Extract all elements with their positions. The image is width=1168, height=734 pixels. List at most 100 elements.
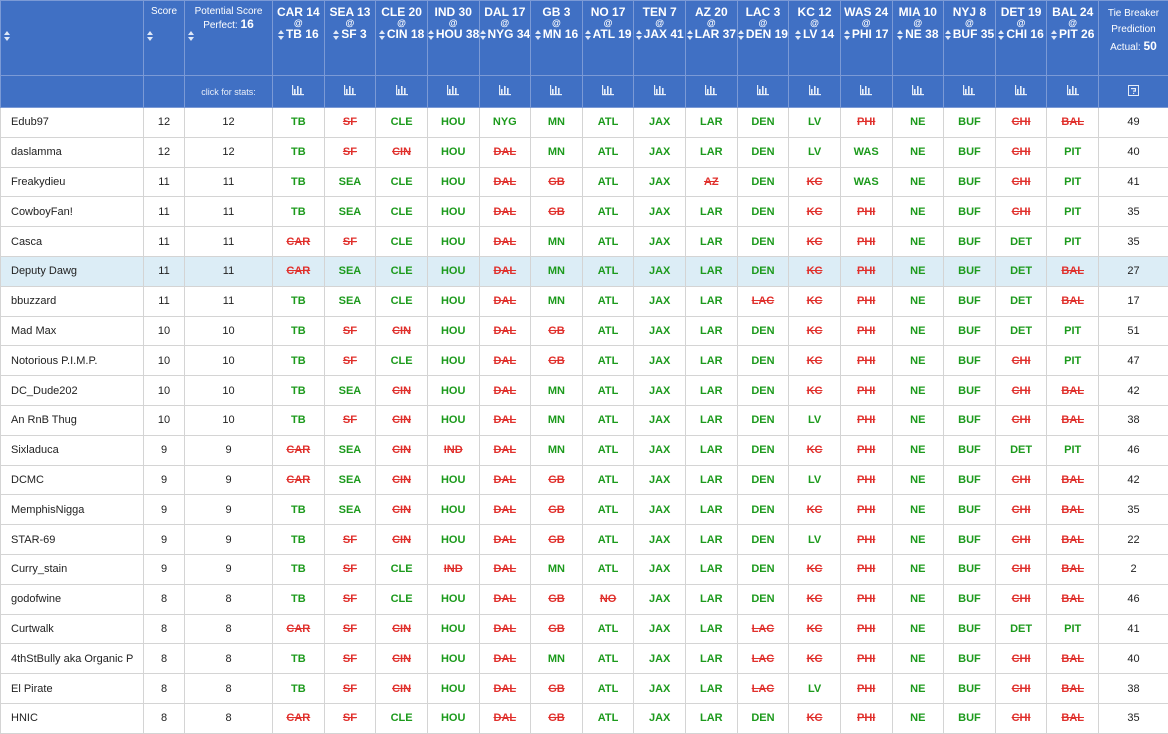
sort-icon[interactable]: [1051, 29, 1057, 40]
player-row[interactable]: HNIC 8 8 CAR SF CLE HOU DAL GB ATL JAX LAR DEN KC PHI N…: [0, 702, 1168, 734]
pick: DAL: [493, 563, 517, 576]
player-name: MemphisNigga: [0, 494, 144, 526]
stats-icon[interactable]: [498, 84, 512, 96]
at-sign: @: [552, 18, 561, 28]
player-row[interactable]: Casca 11 11 CAR SF CLE HOU DAL MN ATL JAX LAR DEN KC P…: [0, 226, 1168, 257]
stats-icon[interactable]: [704, 84, 718, 96]
player-row[interactable]: An RnB Thug 10 10 TB SF CIN HOU DAL MN ATL JAX LAR D…: [0, 404, 1168, 436]
sort-icon[interactable]: [188, 31, 194, 41]
sort-icon[interactable]: [147, 31, 153, 41]
player-row[interactable]: 4thStBully aka Organic P 8 8 TB SF CIN HOU DAL M…: [0, 643, 1168, 675]
stats-icon[interactable]: [859, 84, 873, 96]
player-row[interactable]: bbuzzard 11 11 TB SEA CLE HOU DAL MN ATL JAX LAR LAC…: [0, 285, 1168, 317]
game-header[interactable]: NO 17 @ ATL 19: [581, 0, 635, 76]
player-row[interactable]: Edub97 12 12 TB SF CLE HOU NYG MN ATL JAX LAR DEN LV P…: [0, 107, 1168, 138]
pick-cell: NE: [891, 375, 945, 406]
pick: HOU: [440, 384, 466, 397]
pick: CHI: [1011, 682, 1031, 695]
pick-cell: JAX: [633, 553, 686, 585]
sort-icon[interactable]: [686, 29, 693, 40]
sort-icon[interactable]: [277, 29, 284, 40]
home-score: 18: [410, 27, 425, 41]
game-header[interactable]: BAL 24 @ PIT 26: [1046, 0, 1099, 76]
game-header[interactable]: MIA 10 @ NE 38: [891, 0, 945, 76]
stats-icon[interactable]: [446, 84, 460, 96]
player-row[interactable]: Freakydieu 11 11 TB SEA CLE HOU DAL GB ATL JAX AZ DE…: [0, 166, 1168, 198]
stats-icon[interactable]: [549, 84, 563, 96]
player-row[interactable]: Curtwalk 8 8 CAR SF CIN HOU DAL GB ATL JAX LAR LAC KC…: [0, 613, 1168, 645]
stats-icon[interactable]: [1066, 84, 1080, 96]
player-row[interactable]: DC_Dude202 10 10 TB SEA CIN HOU DAL MN ATL JAX LAR D…: [0, 375, 1168, 406]
sort-icon[interactable]: [534, 29, 541, 40]
sort-icon[interactable]: [333, 29, 340, 40]
player-row[interactable]: Mad Max 10 10 TB SF CIN HOU DAL GB ATL JAX LAR DEN KC…: [0, 315, 1168, 347]
home-team: HOU: [435, 27, 463, 41]
stats-icon[interactable]: [395, 84, 409, 96]
pick: LV: [807, 414, 822, 427]
pick-cell: JAX: [633, 255, 686, 287]
stats-icon[interactable]: [291, 84, 305, 96]
player-row[interactable]: DCMC 9 9 CAR SEA CIN HOU DAL GB ATL JAX LAR DEN LV PHI…: [0, 464, 1168, 496]
sort-icon[interactable]: [944, 29, 951, 40]
tiebreak-header[interactable]: Tie Breaker Prediction Actual: 50: [1098, 0, 1168, 76]
pick-cell: KC: [788, 553, 841, 585]
stats-icon[interactable]: [756, 84, 770, 96]
player-potential: 11: [184, 226, 273, 257]
pick-cell: BUF: [943, 345, 996, 377]
game-header[interactable]: DAL 17 @ NYG 34: [478, 0, 532, 76]
game-header[interactable]: CAR 14 @ TB 16: [272, 0, 325, 76]
game-header[interactable]: CLE 20 @ CIN 18: [375, 0, 428, 76]
help-icon[interactable]: [1128, 84, 1139, 96]
pick-cell: JAX: [633, 643, 686, 675]
click-stats-cell: click for stats:: [184, 75, 273, 108]
sort-icon[interactable]: [584, 29, 591, 40]
player-row[interactable]: STAR-69 9 9 TB SF CIN HOU DAL GB ATL JAX LAR DEN LV PH…: [0, 524, 1168, 555]
away-line: DAL 17: [480, 6, 530, 18]
name-header[interactable]: [0, 0, 144, 76]
player-row[interactable]: Curry_stain 9 9 TB SF CLE IND DAL MN ATL JAX LAR DEN…: [0, 553, 1168, 585]
sort-icon[interactable]: [4, 31, 10, 41]
stats-icon[interactable]: [911, 84, 925, 96]
player-row[interactable]: CowboyFan! 11 11 TB SEA CLE HOU DAL GB ATL JAX LAR D…: [0, 196, 1168, 228]
sort-icon[interactable]: [794, 29, 801, 40]
player-row[interactable]: daslamma 12 12 TB SF CIN HOU DAL MN ATL JAX LAR DEN L…: [0, 136, 1168, 168]
pick: CHI: [1011, 473, 1031, 486]
game-header[interactable]: AZ 20 @ LAR 37: [685, 0, 738, 76]
sort-icon[interactable]: [843, 29, 850, 40]
game-header[interactable]: IND 30 @ HOU 38: [426, 0, 480, 76]
stats-icon[interactable]: [808, 84, 822, 96]
stats-icon[interactable]: [343, 84, 357, 96]
player-row[interactable]: El Pirate 8 8 TB SF CIN HOU DAL GB ATL JAX LAR LAC LV…: [0, 673, 1168, 704]
player-row[interactable]: Deputy Dawg 11 11 CAR SEA CLE HOU DAL MN ATL JAX LA…: [0, 255, 1168, 287]
stats-icon[interactable]: [601, 84, 615, 96]
sort-icon[interactable]: [998, 29, 1005, 40]
game-header[interactable]: DET 19 @ CHI 16: [994, 0, 1048, 76]
stats-icon[interactable]: [653, 84, 667, 96]
player-row[interactable]: godofwine 8 8 TB SF CLE HOU DAL GB NO JAX LAR DEN KC P…: [0, 583, 1168, 615]
player-row[interactable]: MemphisNigga 9 9 TB SEA CIN HOU DAL GB ATL JAX LAR D…: [0, 494, 1168, 526]
sort-icon[interactable]: [479, 29, 486, 40]
sort-icon[interactable]: [378, 29, 385, 40]
player-row[interactable]: Notorious P.I.M.P. 10 10 TB SF CLE HOU DAL GB ATL…: [0, 345, 1168, 377]
stats-icon[interactable]: [1014, 84, 1028, 96]
pick: DAL: [493, 146, 517, 159]
game-header[interactable]: KC 12 @ LV 14: [788, 0, 841, 76]
potential-header[interactable]: Potential Score Perfect: 16: [184, 0, 273, 76]
pick-cell: PIT: [1046, 613, 1099, 645]
sort-icon[interactable]: [738, 29, 744, 40]
game-header[interactable]: SEA 13 @ SF 3: [323, 0, 377, 76]
score-header[interactable]: Score: [143, 0, 185, 76]
pick: HOU: [440, 295, 466, 308]
pick: GB: [548, 533, 565, 546]
game-header[interactable]: NYJ 8 @ BUF 35: [943, 0, 996, 76]
sort-icon[interactable]: [428, 29, 434, 40]
game-header[interactable]: GB 3 @ MN 16: [530, 0, 583, 76]
player-row[interactable]: Sixladuca 9 9 CAR SEA CIN IND DAL MN ATL JAX LAR DEN…: [0, 434, 1168, 466]
game-header[interactable]: LAC 3 @ DEN 19: [736, 0, 790, 76]
game-header[interactable]: TEN 7 @ JAX 41: [633, 0, 686, 76]
game-header[interactable]: WAS 24 @ PHI 17: [839, 0, 893, 76]
pick: LV: [807, 682, 822, 695]
stats-icon[interactable]: [962, 84, 976, 96]
sort-icon[interactable]: [897, 29, 904, 40]
sort-icon[interactable]: [635, 29, 642, 40]
